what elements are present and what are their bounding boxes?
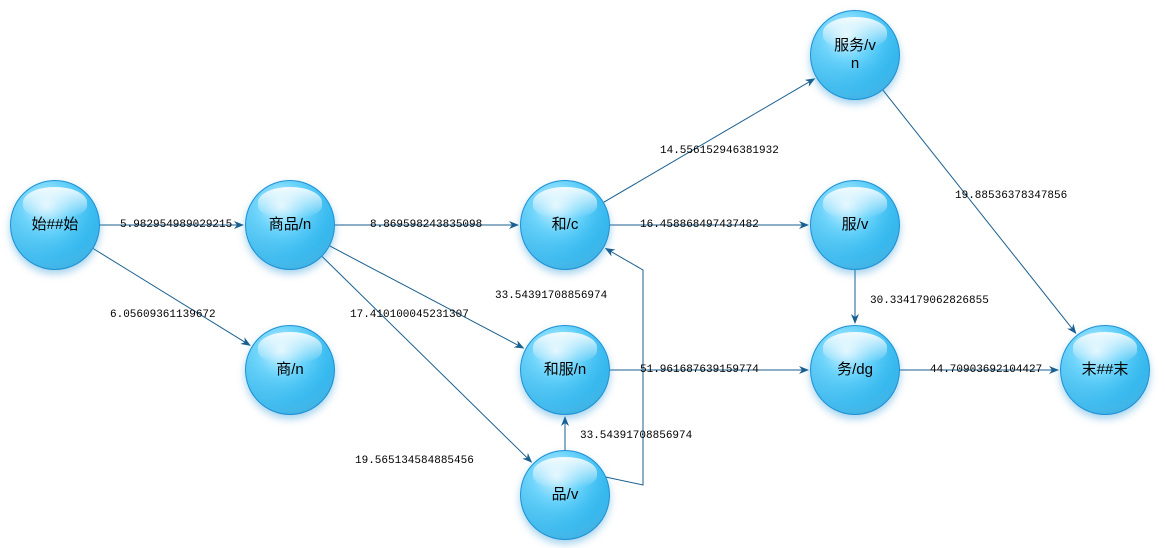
graph-node-hefu: 和服/n — [520, 325, 610, 415]
edge-he_c-fuwu — [604, 79, 815, 202]
graph-node-he_c: 和/c — [520, 180, 610, 270]
edge-label-start-shangpin: 5.982954989029215 — [120, 219, 232, 231]
node-label: 和/c — [552, 216, 579, 234]
node-label: 末##末 — [1082, 361, 1129, 379]
edge-label-fuwu-end: 19.88536378347856 — [955, 190, 1067, 202]
graph-node-end: 末##末 — [1060, 325, 1150, 415]
node-label: 品/v — [552, 486, 579, 504]
edge-label-hefu-wu_dg: 51.961687639159774 — [640, 364, 759, 376]
graph-node-fuwu: 服务/vn — [810, 10, 900, 100]
edge-label-fu_v-wu_dg: 30.334179062826855 — [870, 295, 989, 307]
node-label: 商品/n — [269, 216, 312, 234]
node-label: 服务/vn — [834, 37, 876, 73]
node-label: 商/n — [276, 361, 304, 379]
node-label: 服/v — [842, 216, 869, 234]
graph-node-pin: 品/v — [520, 450, 610, 540]
edge-label-pin-hefu: 33.54391708856974 — [580, 430, 692, 442]
edge-label-wu_dg-end: 44.70903692104427 — [930, 364, 1042, 376]
edge-label-shangpin-hefu: 17.410100045231307 — [350, 309, 469, 321]
edge-pin-he_c — [606, 248, 644, 485]
edge-label-shangpin-he_c: 8.869598243835098 — [370, 219, 482, 231]
edge-label-start-shang: 6.05609361139672 — [110, 309, 216, 321]
edge-label-pin-he_c: 33.54391708856974 — [495, 290, 607, 302]
graph-node-shang: 商/n — [245, 325, 335, 415]
node-label: 始##始 — [32, 216, 79, 234]
node-label: 和服/n — [544, 361, 587, 379]
graph-node-wu_dg: 务/dg — [810, 325, 900, 415]
edge-shangpin-pin — [322, 257, 531, 463]
graph-node-shangpin: 商品/n — [245, 180, 335, 270]
graph-node-start: 始##始 — [10, 180, 100, 270]
edge-label-he_c-fuwu: 14.556152946381932 — [660, 145, 779, 157]
edge-label-shangpin-pin: 19.565134584885456 — [355, 455, 474, 467]
graph-node-fu_v: 服/v — [810, 180, 900, 270]
node-label: 务/dg — [837, 361, 873, 379]
edge-start-shang — [93, 249, 250, 346]
edge-label-he_c-fu_v: 16.458868497437482 — [640, 219, 759, 231]
